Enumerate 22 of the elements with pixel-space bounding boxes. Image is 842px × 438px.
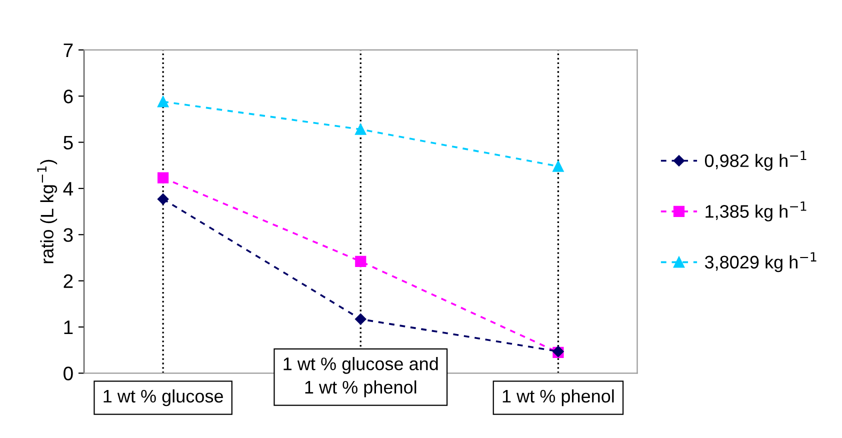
y-tick-label: 2 bbox=[64, 274, 73, 288]
point bbox=[355, 314, 366, 325]
y-tick-label: 6 bbox=[64, 90, 73, 104]
x-tick-label: 1 wt % glucose and 1 wt % phenol bbox=[284, 357, 438, 398]
legend-label: 3,8029 kg h$^{−1}$ bbox=[704, 252, 816, 272]
y-tick-label: 7 bbox=[64, 44, 73, 57]
point bbox=[552, 160, 564, 172]
y-tick-label: 3 bbox=[64, 228, 73, 242]
x-tick-label: 1 wt % glucose bbox=[104, 389, 223, 406]
legend-label: 0,982 kg h$^{−1}$ bbox=[704, 150, 806, 171]
legend-label: 1,385 kg h$^{−1}$ bbox=[706, 202, 806, 222]
point bbox=[157, 193, 169, 205]
x-tick-label: 1 wt % phenol bbox=[502, 389, 614, 406]
point bbox=[158, 172, 169, 184]
y-tick-label: 1 bbox=[64, 320, 73, 334]
y-tick-label: 4 bbox=[63, 182, 74, 196]
y-tick-label: 5 bbox=[64, 136, 73, 150]
point bbox=[355, 124, 366, 135]
y-tick-label: 0 bbox=[64, 366, 73, 380]
point bbox=[158, 96, 169, 108]
y-axis-title: ratio (L kg$^{−1}$) bbox=[37, 160, 58, 264]
point bbox=[355, 256, 366, 267]
